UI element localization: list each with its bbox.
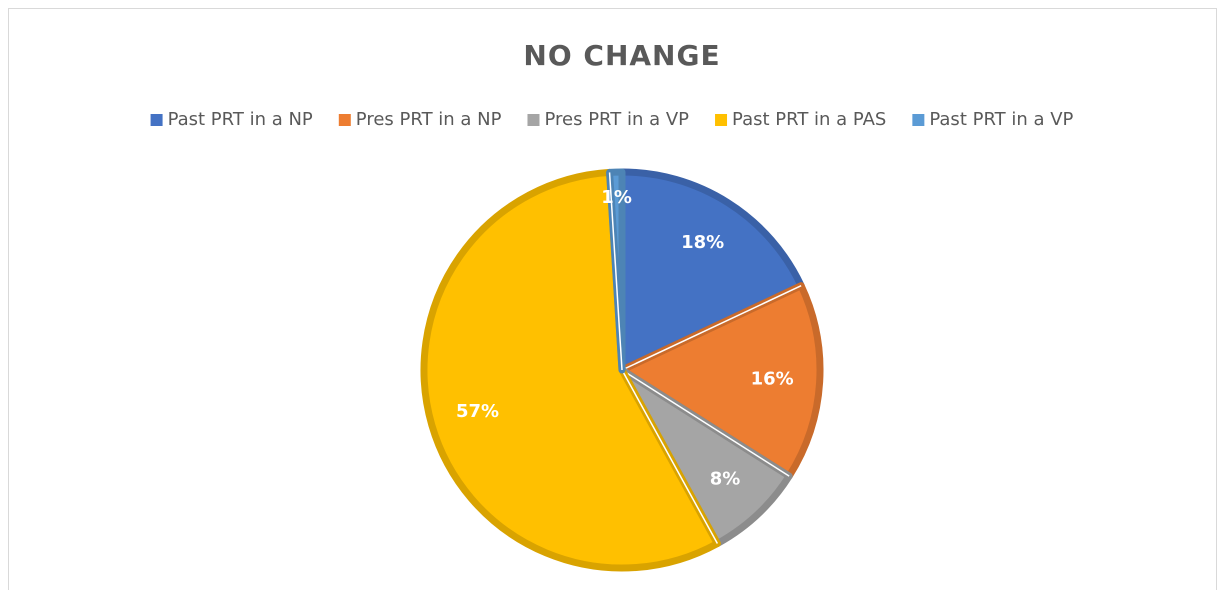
pie-slice xyxy=(420,168,721,572)
legend: Past PRT in a NP Pres PRT in a NP Pres PRT… xyxy=(150,109,1074,130)
legend-swatch xyxy=(338,114,351,126)
legend-label: Past PRT in a VP xyxy=(929,109,1073,130)
data-label: 57% xyxy=(456,401,499,422)
data-label: 16% xyxy=(751,368,794,389)
slice-separator xyxy=(621,369,719,544)
legend-label: Past PRT in a PAS xyxy=(732,109,886,130)
legend-swatch xyxy=(912,114,925,126)
legend-swatch xyxy=(715,114,728,126)
legend-label: Past PRT in a NP xyxy=(168,109,313,130)
legend-label: Pres PRT in a NP xyxy=(356,109,502,130)
legend-swatch xyxy=(527,114,540,126)
slice-separator xyxy=(608,172,623,371)
legend-label: Pres PRT in a VP xyxy=(544,109,689,130)
slice-separator xyxy=(621,369,790,477)
pie-slice xyxy=(618,282,824,480)
data-label: 18% xyxy=(681,232,724,253)
chart-title: NO CHANGE xyxy=(523,39,720,72)
data-label: 1% xyxy=(601,187,632,208)
legend-swatch xyxy=(150,114,163,126)
pie-slice xyxy=(618,168,805,374)
slice-separator xyxy=(621,285,802,371)
data-label: 8% xyxy=(710,469,741,490)
